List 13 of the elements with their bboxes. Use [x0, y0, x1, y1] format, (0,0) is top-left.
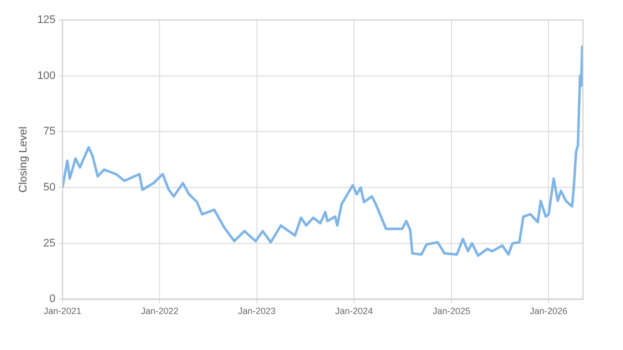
x-tick-label: Jan-2022 — [140, 306, 178, 316]
x-tick-label: Jan-2021 — [44, 306, 82, 316]
y-tick-label: 125 — [37, 14, 56, 26]
x-tick-label: Jan-2024 — [335, 306, 373, 316]
y-tick-label: 75 — [43, 126, 56, 138]
y-axis-title: Closing Level — [18, 126, 30, 193]
y-tick-label: 50 — [43, 182, 56, 194]
y-tick-label: 0 — [49, 293, 56, 306]
y-tick-label: 100 — [37, 70, 56, 82]
y-tick-label: 25 — [43, 237, 56, 250]
x-tick-label: Jan-2023 — [238, 306, 276, 316]
x-tick-label: Jan-2025 — [432, 306, 470, 316]
x-tick-label: Jan-2026 — [530, 306, 568, 316]
